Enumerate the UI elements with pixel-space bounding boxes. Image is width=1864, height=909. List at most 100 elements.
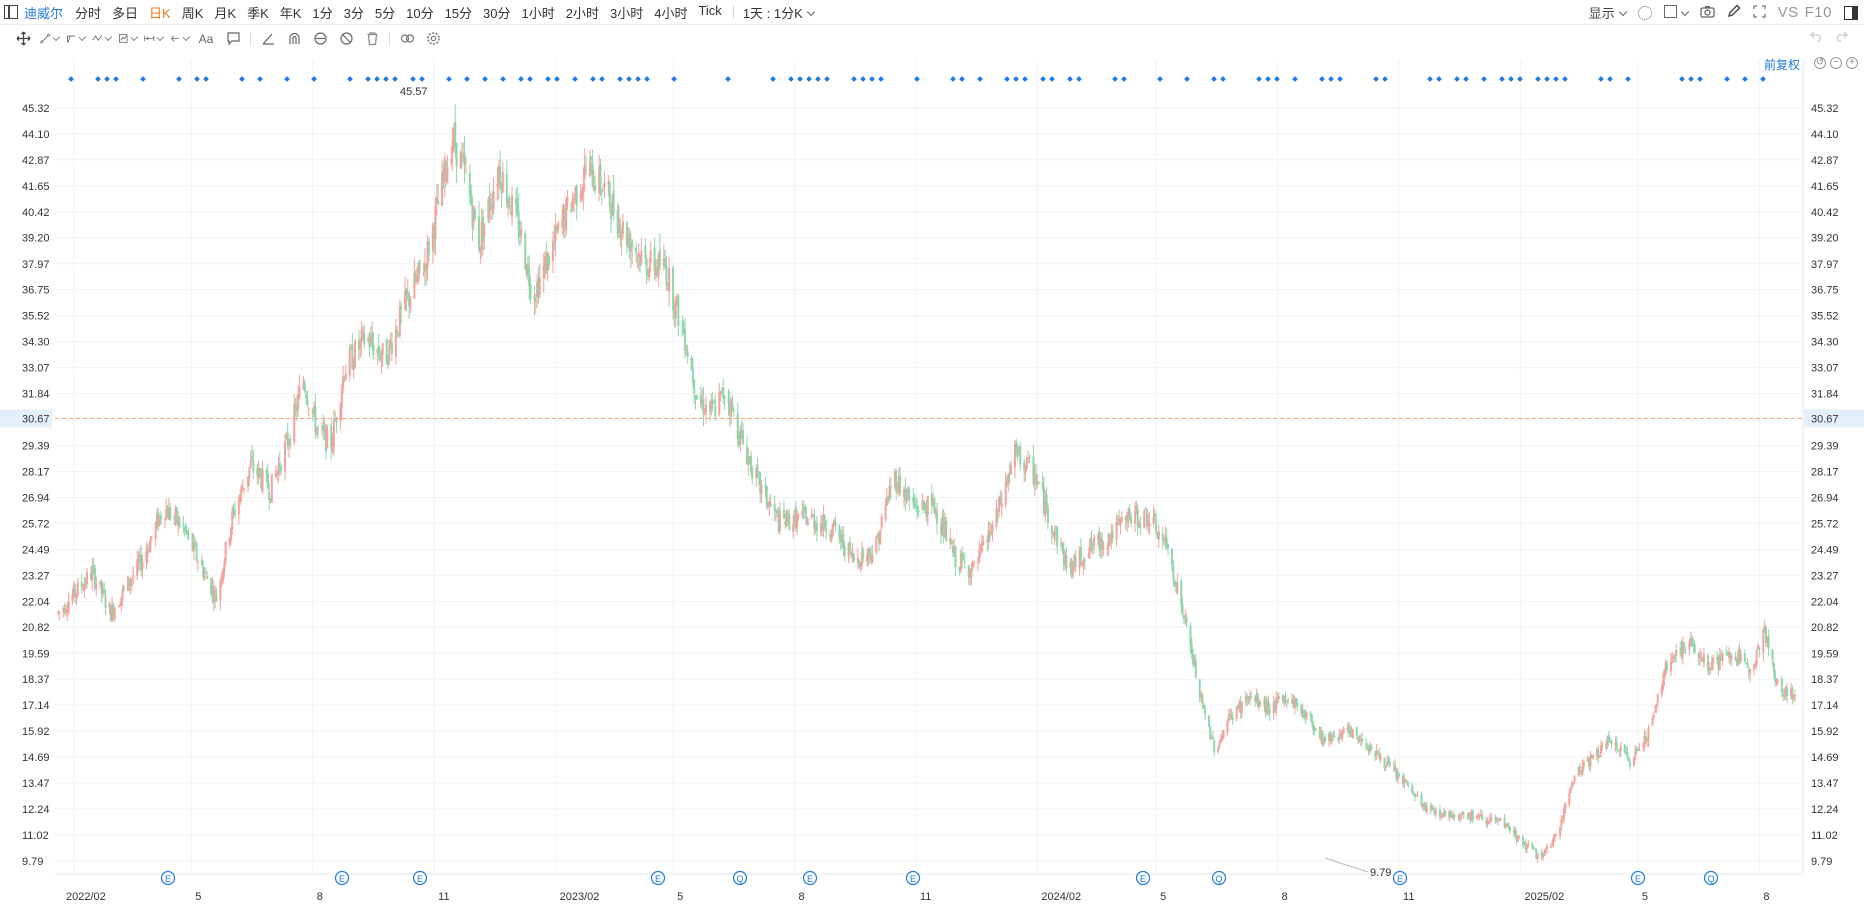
event-dot[interactable] — [1319, 76, 1325, 82]
earnings-marker-icon[interactable] — [802, 870, 818, 886]
earnings-marker-icon[interactable] — [1703, 870, 1719, 886]
event-dot[interactable] — [1508, 76, 1514, 82]
event-dot[interactable] — [851, 76, 857, 82]
event-dot[interactable] — [1544, 76, 1550, 82]
hide-icon[interactable] — [337, 30, 355, 48]
event-dot[interactable] — [113, 76, 119, 82]
event-dot[interactable] — [1013, 76, 1019, 82]
period-tab-13[interactable]: 1小时 — [521, 5, 555, 21]
compare-icon[interactable] — [398, 30, 416, 48]
zoom-out-icon[interactable]: − — [1830, 57, 1842, 69]
event-dot[interactable] — [311, 76, 317, 82]
adjust-mode-button[interactable]: 前复权 — [1763, 58, 1800, 72]
event-dot[interactable] — [824, 76, 830, 82]
settings-icon[interactable] — [424, 30, 442, 48]
event-dot[interactable] — [1067, 76, 1073, 82]
event-dot[interactable] — [1265, 76, 1271, 82]
event-dot[interactable] — [1499, 76, 1505, 82]
period-tab-2[interactable]: 日K — [149, 5, 171, 21]
event-dot[interactable] — [419, 76, 425, 82]
event-dot[interactable] — [914, 76, 920, 82]
event-dot[interactable] — [860, 76, 866, 82]
camera-icon[interactable] — [1699, 5, 1715, 21]
event-dot[interactable] — [1553, 76, 1559, 82]
event-dot[interactable] — [1481, 76, 1487, 82]
event-dot[interactable] — [1454, 76, 1460, 82]
event-dot[interactable] — [1274, 76, 1280, 82]
period-tab-14[interactable]: 2小时 — [565, 5, 599, 21]
event-dot[interactable] — [1760, 76, 1766, 82]
stock-name[interactable]: 迪威尔 — [24, 5, 64, 21]
event-dot[interactable] — [1076, 76, 1082, 82]
period-tab-4[interactable]: 月K — [214, 5, 237, 21]
event-dot[interactable] — [1562, 76, 1568, 82]
event-dot[interactable] — [239, 76, 245, 82]
earnings-marker-icon[interactable] — [905, 870, 921, 886]
period-tab-8[interactable]: 3分 — [343, 5, 364, 21]
event-dot[interactable] — [1220, 76, 1226, 82]
arrow-left-icon[interactable] — [170, 30, 188, 48]
event-dot[interactable] — [176, 76, 182, 82]
event-dot[interactable] — [518, 76, 524, 82]
event-dot[interactable] — [590, 76, 596, 82]
fullscreen-icon[interactable] — [1752, 4, 1766, 21]
lock-icon[interactable] — [311, 30, 329, 48]
event-dot[interactable] — [869, 76, 875, 82]
event-dot[interactable] — [554, 76, 560, 82]
event-dot[interactable] — [1598, 76, 1604, 82]
event-dot[interactable] — [1688, 76, 1694, 82]
event-dot[interactable] — [1121, 76, 1127, 82]
event-dot[interactable] — [1184, 76, 1190, 82]
comment-icon[interactable] — [224, 30, 242, 48]
event-dot[interactable] — [806, 76, 812, 82]
event-dot[interactable] — [257, 76, 263, 82]
event-dot[interactable] — [725, 76, 731, 82]
event-dot[interactable] — [1049, 76, 1055, 82]
channel-icon[interactable] — [66, 30, 84, 48]
event-dot[interactable] — [1022, 76, 1028, 82]
event-dot[interactable] — [1517, 76, 1523, 82]
event-dot[interactable] — [599, 76, 605, 82]
event-dot[interactable] — [1607, 76, 1613, 82]
sidebar-toggle-icon[interactable] — [4, 5, 18, 19]
earnings-marker-icon[interactable] — [1392, 870, 1408, 886]
earnings-marker-icon[interactable] — [334, 870, 350, 886]
pencil-icon[interactable] — [1727, 4, 1741, 21]
interval-select[interactable]: 1天 : 1分K — [743, 3, 816, 22]
event-dot[interactable] — [1157, 76, 1163, 82]
event-dot[interactable] — [365, 76, 371, 82]
magnet-icon[interactable] — [285, 30, 303, 48]
event-dot[interactable] — [788, 76, 794, 82]
period-tab-16[interactable]: 4小时 — [654, 5, 688, 21]
undo-icon[interactable] — [1810, 29, 1824, 47]
earnings-marker-icon[interactable] — [1630, 870, 1646, 886]
pattern-icon[interactable] — [118, 30, 136, 48]
earnings-marker-icon[interactable] — [650, 870, 666, 886]
event-dot[interactable] — [410, 76, 416, 82]
event-dot[interactable] — [959, 76, 965, 82]
event-dot[interactable] — [482, 76, 488, 82]
period-tab-3[interactable]: 周K — [181, 5, 204, 21]
event-dot[interactable] — [1625, 76, 1631, 82]
display-menu[interactable]: 显示 — [1589, 3, 1627, 22]
event-dot[interactable] — [95, 76, 101, 82]
event-dot[interactable] — [383, 76, 389, 82]
event-dot[interactable] — [635, 76, 641, 82]
wave-icon[interactable] — [92, 30, 110, 48]
period-tab-10[interactable]: 10分 — [406, 5, 434, 21]
earnings-marker-icon[interactable] — [732, 870, 748, 886]
event-dot[interactable] — [1004, 76, 1010, 82]
event-dot[interactable] — [1535, 76, 1541, 82]
event-dot[interactable] — [770, 76, 776, 82]
event-dot[interactable] — [1463, 76, 1469, 82]
event-dot[interactable] — [392, 76, 398, 82]
event-dot[interactable] — [797, 76, 803, 82]
period-tab-15[interactable]: 3小时 — [609, 5, 644, 21]
move-icon[interactable] — [14, 30, 32, 48]
trend-line-icon[interactable] — [40, 30, 58, 48]
event-dot[interactable] — [347, 76, 353, 82]
earnings-marker-icon[interactable] — [160, 870, 176, 886]
event-dot[interactable] — [527, 76, 533, 82]
earnings-marker-icon[interactable] — [1211, 870, 1227, 886]
measure-icon[interactable] — [144, 30, 162, 48]
